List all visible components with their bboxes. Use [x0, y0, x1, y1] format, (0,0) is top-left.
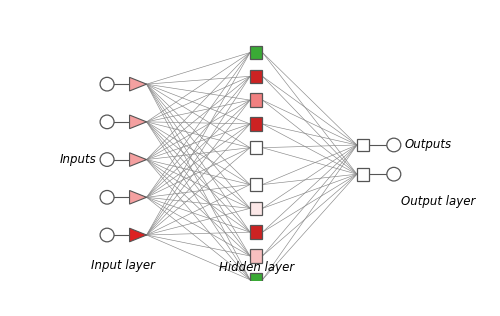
- Bar: [357, 139, 368, 151]
- Text: Output layer: Output layer: [401, 195, 475, 208]
- Bar: [250, 141, 262, 155]
- Bar: [250, 225, 262, 239]
- Ellipse shape: [100, 77, 114, 91]
- Text: Input layer: Input layer: [90, 258, 154, 271]
- Bar: [250, 46, 262, 59]
- Polygon shape: [130, 77, 146, 91]
- Polygon shape: [130, 228, 146, 242]
- Bar: [357, 168, 368, 180]
- Text: Outputs: Outputs: [404, 138, 452, 151]
- Bar: [250, 117, 262, 131]
- Text: Hidden layer: Hidden layer: [218, 261, 294, 274]
- Polygon shape: [130, 191, 146, 204]
- Polygon shape: [130, 153, 146, 167]
- Bar: [250, 70, 262, 83]
- Bar: [250, 249, 262, 263]
- Polygon shape: [130, 115, 146, 129]
- Ellipse shape: [387, 167, 401, 181]
- Bar: [250, 178, 262, 191]
- Ellipse shape: [100, 228, 114, 242]
- Ellipse shape: [100, 153, 114, 167]
- Bar: [250, 94, 262, 107]
- Text: Inputs: Inputs: [60, 153, 96, 166]
- Ellipse shape: [387, 138, 401, 152]
- Ellipse shape: [100, 115, 114, 129]
- Ellipse shape: [100, 191, 114, 204]
- Bar: [250, 202, 262, 215]
- Bar: [250, 273, 262, 286]
